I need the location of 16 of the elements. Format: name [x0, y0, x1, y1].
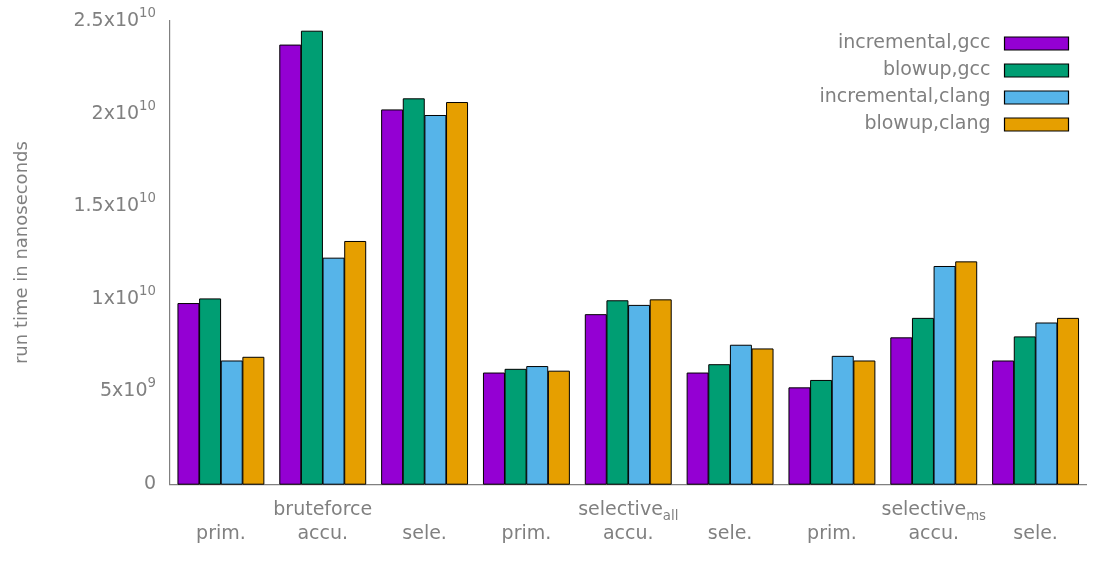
- x-tick-label: accu.: [602, 520, 654, 543]
- legend-label: incremental,gcc: [838, 29, 991, 52]
- x-tick-label: sele.: [402, 520, 447, 543]
- x-tick-label: prim.: [501, 520, 552, 543]
- y-axis-title: run time in nanoseconds: [9, 141, 31, 365]
- x-tick-label: prim.: [196, 520, 246, 543]
- legend-label: blowup,gcc: [882, 56, 991, 79]
- legend-label: incremental,clang: [819, 83, 991, 106]
- x-tick-label: sele.: [1013, 520, 1058, 543]
- x-tick-label: accu.: [908, 520, 960, 543]
- y-tick-label: 0: [143, 471, 157, 494]
- x-tick-label: prim.: [807, 520, 857, 543]
- x-tick-label: accu.: [297, 520, 349, 543]
- x-tick-label: sele.: [707, 520, 753, 543]
- legend-label: blowup,clang: [864, 110, 991, 133]
- text: bruteforce: [273, 497, 373, 520]
